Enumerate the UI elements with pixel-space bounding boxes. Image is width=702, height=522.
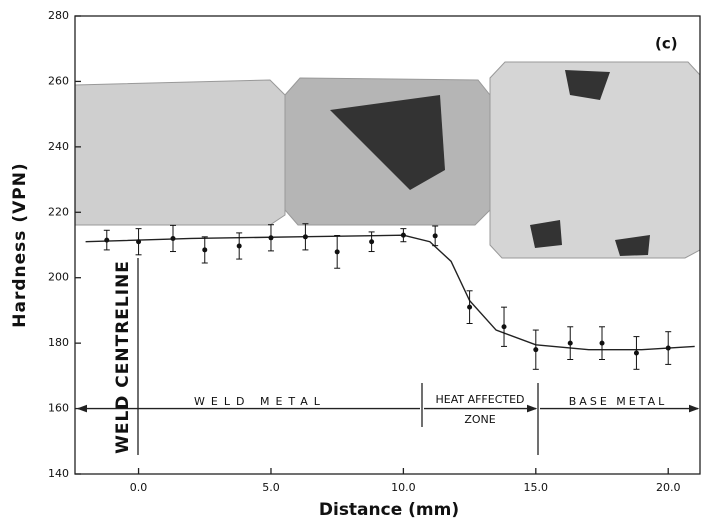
y-tick-label: 280 bbox=[48, 9, 69, 22]
data-point bbox=[401, 233, 406, 238]
micrographs bbox=[75, 62, 700, 258]
data-point bbox=[533, 347, 538, 352]
centreline-label: WELD CENTRELINE bbox=[113, 260, 133, 454]
x-tick-label: 20.0 bbox=[656, 481, 681, 494]
chart: (c) Distance (mm) Hardness (VPN) WELD CE… bbox=[0, 0, 702, 522]
y-tick-label: 240 bbox=[48, 140, 69, 153]
data-point bbox=[104, 238, 109, 243]
y-tick-label: 160 bbox=[48, 402, 69, 415]
y-tick-label: 180 bbox=[48, 336, 69, 349]
zone-label: WELD METAL bbox=[194, 395, 326, 408]
data-point bbox=[303, 234, 308, 239]
data-point bbox=[634, 350, 639, 355]
y-axis-title: Hardness (VPN) bbox=[10, 162, 30, 327]
y-tick-label: 260 bbox=[48, 74, 69, 87]
data-point bbox=[268, 235, 273, 240]
x-tick-label: 15.0 bbox=[524, 481, 549, 494]
y-tick-label: 140 bbox=[48, 467, 69, 480]
x-tick-label: 0.0 bbox=[130, 481, 148, 494]
zone-label: BASE METAL bbox=[569, 395, 667, 408]
data-point bbox=[170, 236, 175, 241]
x-tick-label: 5.0 bbox=[262, 481, 280, 494]
data-point bbox=[237, 243, 242, 248]
panel-label: (c) bbox=[655, 35, 678, 53]
zone-label: HEAT AFFECTED bbox=[435, 393, 524, 406]
data-point bbox=[467, 305, 472, 310]
data-point bbox=[666, 346, 671, 351]
data-point bbox=[202, 247, 207, 252]
data-point bbox=[502, 324, 507, 329]
data-point bbox=[433, 233, 438, 238]
y-tick-label: 200 bbox=[48, 271, 69, 284]
zone-label: ZONE bbox=[464, 413, 495, 426]
micrograph-weld bbox=[75, 80, 285, 225]
data-point bbox=[335, 249, 340, 254]
data-point bbox=[600, 341, 605, 346]
x-axis-title: Distance (mm) bbox=[319, 500, 459, 520]
data-point bbox=[568, 341, 573, 346]
data-point bbox=[136, 239, 141, 244]
data-point bbox=[369, 239, 374, 244]
x-tick-label: 10.0 bbox=[391, 481, 416, 494]
y-tick-label: 220 bbox=[48, 205, 69, 218]
